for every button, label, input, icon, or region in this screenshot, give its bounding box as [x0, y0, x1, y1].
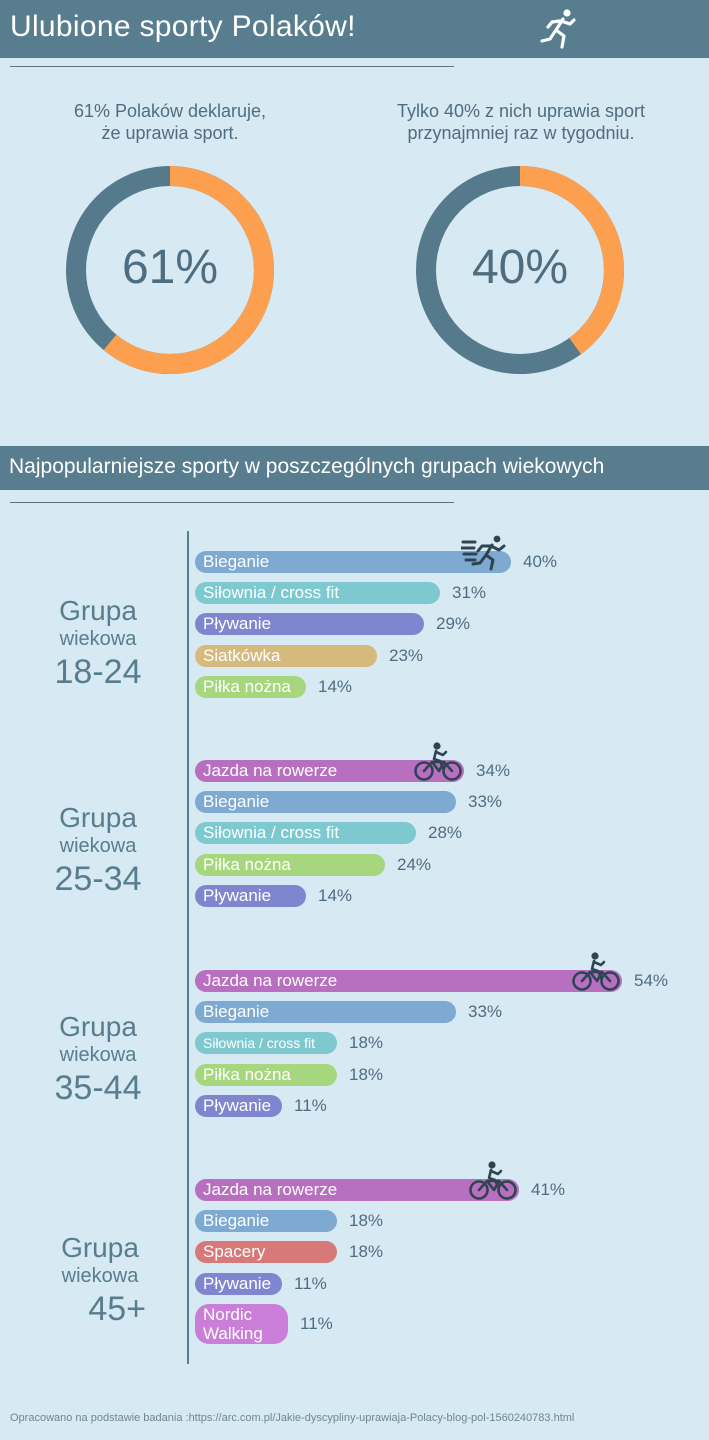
age-group-label-label-line3: 18-24 [54, 653, 142, 691]
stat-caption: Tylko 40% z nich uprawia sport przynajmn… [366, 100, 676, 144]
age-group-label-label-line1: Grupa [59, 802, 137, 833]
stat-caption-line: 61% Polaków deklaruje, [73, 101, 267, 121]
bar-value-label: 24% [397, 854, 432, 874]
bar-siatkowka: Siatkówka [195, 644, 377, 667]
stat-caption-line: że uprawia sport. [101, 123, 239, 143]
cyclist-icon [414, 742, 462, 787]
divider [10, 66, 454, 67]
age-group-label: Grupa wiekowa 45+ [40, 1232, 160, 1328]
chart-axis-line [187, 531, 189, 1364]
bar-value-label: 33% [468, 792, 503, 812]
page-header: Ulubione sporty Polaków! [0, 0, 709, 58]
age-group-label-label-line2: wiekowa [61, 1265, 139, 1287]
bar-rower: Jazda na rowerze [195, 970, 622, 992]
stat-caption: 61% Polaków deklaruje, że uprawia sport. [40, 100, 300, 144]
bar-value-label: 28% [428, 823, 463, 843]
age-group-label-label-line3: 45+ [88, 1290, 146, 1328]
age-group-label-label-line3: 35-44 [54, 1069, 142, 1107]
bar-value-label: 14% [318, 676, 353, 696]
bar-value-label: 14% [318, 885, 353, 905]
section-header: Najpopularniejsze sporty w poszczególnyc… [0, 446, 709, 490]
bar-pilka: Piłka nożna [195, 1063, 337, 1086]
bar-value-label: 11% [294, 1273, 327, 1293]
bar-bieganie: Bieganie [195, 551, 511, 573]
bar-rower: Jazda na rowerze [195, 760, 464, 782]
age-group-label: Grupa wiekowa 18-24 [38, 595, 158, 691]
bar-bieganie: Bieganie [195, 1210, 337, 1233]
stat-caption-line: Tylko 40% z nich uprawia sport [396, 101, 646, 121]
donut-value-label: 61% [121, 241, 219, 294]
section-title: Najpopularniejsze sporty w poszczególnyc… [9, 455, 605, 478]
bar-value-label: 34% [476, 761, 511, 780]
divider [10, 502, 454, 503]
age-group-label-label-line1: Grupa [61, 1232, 139, 1263]
age-group-label-label-line1: Grupa [59, 595, 137, 626]
bar-pilka: Piłka nożna [195, 675, 306, 698]
page-title: Ulubione sporty Polaków! [10, 10, 356, 43]
bar-silownia: Siłownia / cross fit [195, 1032, 337, 1055]
bar-silownia: Siłownia / cross fit [195, 822, 416, 845]
bar-value-label: 18% [349, 1211, 384, 1231]
age-group-label: Grupa wiekowa 35-44 [38, 1011, 158, 1107]
bar-rower: Jazda na rowerze [195, 1179, 519, 1201]
bar-silownia: Siłownia / cross fit [195, 582, 440, 605]
bar-pilka: Piłka nożna [195, 853, 385, 876]
bar-value-label: 29% [436, 614, 471, 634]
donut-chart-40 [416, 166, 624, 374]
bar-bieganie: Bieganie [195, 1001, 456, 1024]
bar-value-label: 18% [349, 1242, 384, 1262]
bar-plywanie: Pływanie [195, 1272, 282, 1295]
bar-value-label: 41% [531, 1180, 566, 1199]
bar-value-label: 11% [294, 1095, 327, 1115]
bar-value-label: 33% [468, 1002, 503, 1022]
bar-value-label: 23% [389, 645, 424, 665]
age-group-label-label-line1: Grupa [59, 1011, 137, 1042]
bar-value-label: 40% [523, 552, 558, 571]
donut-chart-61 [66, 166, 274, 374]
donut-slice [416, 166, 624, 374]
age-group-label-label-line2: wiekowa [59, 1044, 137, 1066]
bar-plywanie: Pływanie [195, 613, 424, 636]
bar-plywanie: Pływanie [195, 884, 306, 907]
bar-value-label: 54% [634, 971, 669, 990]
cyclist-icon [572, 952, 620, 997]
runner-icon [540, 9, 576, 49]
age-group-label-label-line2: wiekowa [59, 628, 137, 650]
donut-slice [66, 166, 274, 374]
bar-value-label: 31% [452, 583, 487, 603]
source-note: Opracowano na podstawie badania :https:/… [10, 1412, 575, 1424]
age-group-label-label-line2: wiekowa [59, 835, 137, 857]
bar-bieganie: Bieganie [195, 791, 456, 814]
bar-value-label: 18% [349, 1064, 384, 1084]
donut-value-label: 40% [471, 241, 569, 294]
age-group-label: Grupa wiekowa 25-34 [38, 802, 158, 898]
stat-caption-line: przynajmniej raz w tygodniu. [407, 123, 635, 143]
bar-nordic: Nordic Walking [195, 1303, 288, 1344]
bar-plywanie: Pływanie [195, 1094, 282, 1117]
bar-spacery: Spacery [195, 1241, 337, 1264]
runner-speed-icon [459, 533, 511, 578]
age-group-label-label-line3: 25-34 [54, 860, 142, 898]
cyclist-icon [469, 1161, 517, 1206]
bar-value-label: 11% [300, 1313, 333, 1333]
bar-value-label: 18% [349, 1033, 384, 1053]
